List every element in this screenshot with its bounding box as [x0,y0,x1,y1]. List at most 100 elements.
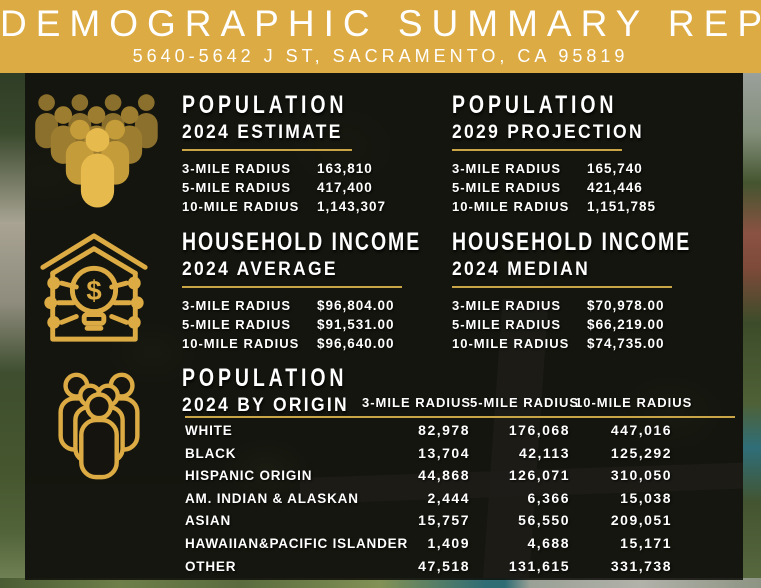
stat-row: 5-MILE RADIUS 421,446 [452,180,732,199]
radius-label: 10-MILE RADIUS [182,336,300,351]
origin-value-3mi: 82,978 [418,422,470,438]
section-income-average: HOUSEHOLD INCOME 2024 AVERAGE 3-MILE RAD… [182,228,462,355]
radius-value: 165,740 [587,161,643,176]
origin-value-5mi: 56,550 [518,512,570,529]
section-subtitle: 2024 AVERAGE [182,259,338,280]
origin-value-3mi: 1,409 [427,534,470,551]
radius-value: $96,640.00 [317,336,395,351]
radius-value: 1,143,307 [317,199,387,214]
stat-row: 10-MILE RADIUS 1,151,785 [452,199,732,218]
section-subtitle: 2029 PROJECTION [452,122,644,143]
stat-row: 5-MILE RADIUS $66,219.00 [452,317,732,336]
origin-value-5mi: 131,615 [508,557,570,574]
table-row: HAWAIIAN&PACIFIC ISLANDER 1,409 4,688 15… [185,535,675,558]
stat-row: 3-MILE RADIUS 165,740 [452,161,732,180]
section-population-origin: POPULATION 2024 BY ORIGIN [182,364,462,417]
gold-divider [182,286,402,288]
radius-value: 417,400 [317,180,373,195]
report-panel: $ POPULATION 2024 ESTIMATE 3-MILE RADIUS… [25,73,743,580]
radius-label: 10-MILE RADIUS [452,199,570,214]
origin-value-5mi: 42,113 [518,444,570,461]
origin-value-10mi: 15,038 [620,489,672,506]
origin-label: AM. INDIAN & ALASKAN [185,490,359,506]
section-title: POPULATION [182,364,348,392]
table-row: BLACK 13,704 42,113 125,292 [185,445,675,468]
photo-strip-bottom [0,578,761,588]
origin-value-3mi: 44,868 [418,467,470,484]
origin-value-10mi: 310,050 [610,467,672,484]
origin-value-5mi: 4,688 [527,534,570,551]
origin-value-3mi: 13,704 [418,444,470,461]
column-header-5-mile: 5-MILE RADIUS [470,395,580,410]
table-row: ASIAN 15,757 56,550 209,051 [185,512,675,535]
table-row: HISPANIC ORIGIN 44,868 126,071 310,050 [185,467,675,490]
origin-value-5mi: 6,366 [527,489,570,506]
stat-row: 3-MILE RADIUS $96,804.00 [182,298,462,317]
section-income-median: HOUSEHOLD INCOME 2024 MEDIAN 3-MILE RADI… [452,228,732,355]
radius-label: 5-MILE RADIUS [182,317,292,332]
radius-label: 10-MILE RADIUS [452,336,570,351]
radius-value: $91,531.00 [317,317,395,332]
section-subtitle: 2024 BY ORIGIN [182,395,349,416]
radius-value: $66,219.00 [587,317,665,332]
svg-text:$: $ [86,275,101,306]
radius-value: 421,446 [587,180,643,195]
origin-label: OTHER [185,558,237,574]
section-title: POPULATION [182,91,348,119]
origin-label: BLACK [185,445,237,461]
column-header-10-mile: 10-MILE RADIUS [575,395,693,410]
radius-label: 3-MILE RADIUS [182,161,292,176]
origin-label: WHITE [185,423,233,438]
radius-value: $74,735.00 [587,336,665,351]
stat-row: 10-MILE RADIUS $74,735.00 [452,336,732,355]
radius-label: 5-MILE RADIUS [452,180,562,195]
property-address: 5640-5642 J ST, SACRAMENTO, CA 95819 [132,46,629,66]
table-row: AM. INDIAN & ALASKAN 2,444 6,366 15,038 [185,490,675,513]
section-title: HOUSEHOLD INCOME [452,228,692,256]
radius-value: 163,810 [317,161,373,176]
population-origin-group-icon [58,372,140,480]
household-income-idea-icon: $ [40,233,148,342]
origin-value-3mi: 2,444 [427,489,470,506]
radius-label: 3-MILE RADIUS [452,161,562,176]
radius-value: $96,804.00 [317,298,395,313]
origin-label: HAWAIIAN&PACIFIC ISLANDER [185,535,409,551]
origin-value-10mi: 331,738 [610,557,672,574]
origin-value-3mi: 47,518 [418,557,470,574]
population-crowd-icon [35,94,158,208]
table-row: WHITE 82,978 176,068 447,016 [185,422,675,445]
radius-value: $70,978.00 [587,298,665,313]
origin-value-10mi: 447,016 [610,422,672,438]
origin-value-5mi: 126,071 [508,467,570,484]
origin-value-5mi: 176,068 [508,422,570,438]
origin-value-3mi: 15,757 [418,512,470,529]
gold-divider [452,286,672,288]
report-title: DEMOGRAPHIC SUMMARY REPORT [0,3,761,44]
stat-row: 10-MILE RADIUS 1,143,307 [182,199,462,218]
stat-row: 3-MILE RADIUS $70,978.00 [452,298,732,317]
gold-divider [452,149,622,151]
radius-label: 5-MILE RADIUS [182,180,292,195]
origin-value-10mi: 15,171 [620,534,672,551]
section-title: HOUSEHOLD INCOME [182,228,422,256]
origin-value-10mi: 209,051 [610,512,672,529]
stat-row: 5-MILE RADIUS 417,400 [182,180,462,199]
table-row: OTHER 47,518 131,615 331,738 [185,558,675,581]
stat-row: 3-MILE RADIUS 163,810 [182,161,462,180]
gold-divider [182,149,352,151]
radius-label: 10-MILE RADIUS [182,199,300,214]
photo-strip-left [0,73,25,588]
origin-value-10mi: 125,292 [610,444,672,461]
section-population-2024: POPULATION 2024 ESTIMATE 3-MILE RADIUS 1… [182,91,462,218]
section-subtitle: 2024 MEDIAN [452,259,590,280]
report-header: DEMOGRAPHIC SUMMARY REPORT 5640-5642 J S… [0,0,761,73]
origin-table: WHITE 82,978 176,068 447,016 BLACK 13,70… [185,422,675,580]
radius-label: 5-MILE RADIUS [452,317,562,332]
radius-value: 1,151,785 [587,199,657,214]
origin-label: HISPANIC ORIGIN [185,468,313,484]
section-title: POPULATION [452,91,618,119]
stat-row: 5-MILE RADIUS $91,531.00 [182,317,462,336]
radius-label: 3-MILE RADIUS [182,298,292,313]
column-header-3-mile: 3-MILE RADIUS [362,395,472,410]
